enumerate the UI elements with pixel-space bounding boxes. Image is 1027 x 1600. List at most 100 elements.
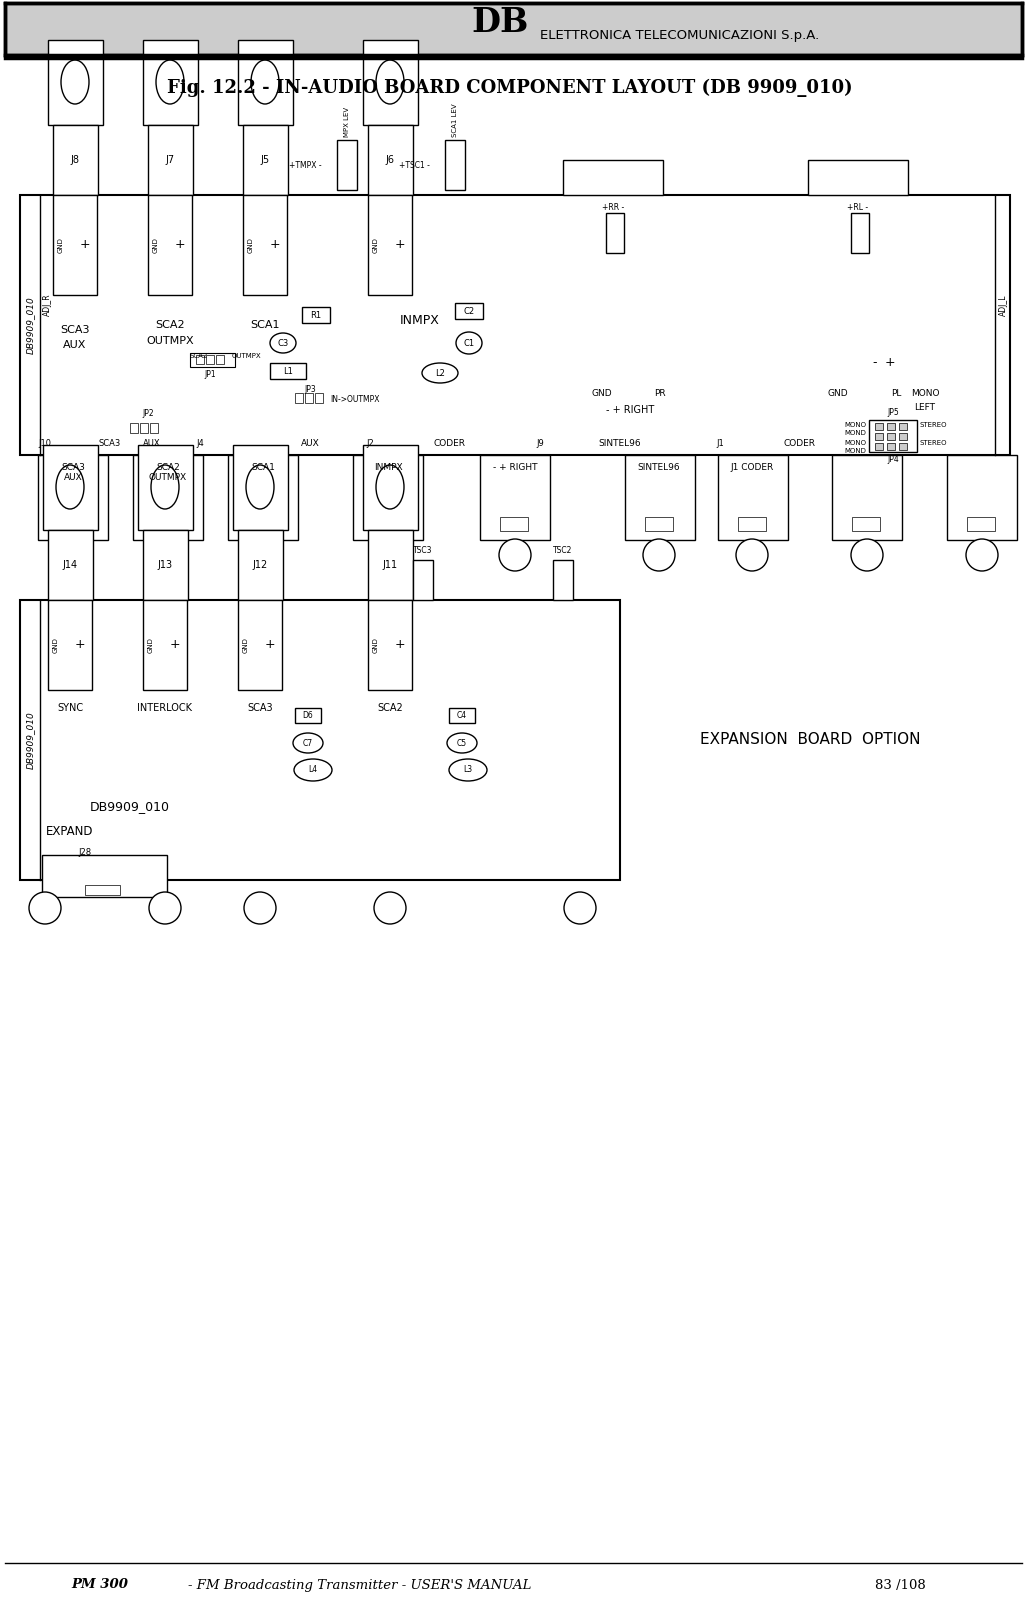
- Bar: [48, 40, 103, 125]
- Ellipse shape: [422, 363, 458, 382]
- Bar: [53, 125, 98, 195]
- Text: AUX: AUX: [64, 341, 86, 350]
- Circle shape: [374, 893, 406, 925]
- Text: SCA1: SCA1: [251, 320, 279, 330]
- Text: +: +: [80, 238, 90, 251]
- Text: +TMPX -: +TMPX -: [290, 160, 322, 170]
- Text: SCA3: SCA3: [61, 325, 89, 334]
- Bar: [233, 445, 288, 530]
- Text: - + RIGHT: - + RIGHT: [606, 405, 654, 414]
- Text: J2: J2: [366, 438, 374, 448]
- Text: DB9909_010: DB9909_010: [90, 800, 170, 813]
- Text: +: +: [884, 357, 896, 370]
- Bar: [238, 530, 283, 600]
- Circle shape: [58, 539, 89, 571]
- Text: +RR -: +RR -: [602, 203, 624, 211]
- Text: GND: GND: [153, 237, 159, 253]
- Bar: [337, 141, 357, 190]
- Ellipse shape: [151, 466, 179, 509]
- Bar: [38, 454, 108, 541]
- Circle shape: [564, 893, 596, 925]
- Text: GND: GND: [248, 237, 254, 253]
- Bar: [368, 530, 413, 600]
- Text: J9: J9: [536, 438, 544, 448]
- Bar: [899, 422, 907, 430]
- Circle shape: [966, 539, 998, 571]
- Text: SCA2: SCA2: [155, 320, 185, 330]
- Text: SCA2: SCA2: [377, 702, 403, 714]
- Ellipse shape: [270, 333, 296, 354]
- Text: +: +: [175, 238, 185, 251]
- Bar: [42, 854, 167, 898]
- Bar: [899, 434, 907, 440]
- Text: GND: GND: [373, 637, 379, 653]
- Text: C4: C4: [457, 710, 467, 720]
- Bar: [143, 40, 198, 125]
- Bar: [302, 307, 330, 323]
- Text: GND: GND: [148, 637, 154, 653]
- Bar: [413, 560, 433, 600]
- Text: DB9909_010: DB9909_010: [26, 296, 35, 354]
- Ellipse shape: [246, 466, 274, 509]
- Text: Fig. 12.2 - IN-AUDIO BOARD COMPONENT LAYOUT (DB 9909_010): Fig. 12.2 - IN-AUDIO BOARD COMPONENT LAY…: [167, 78, 852, 98]
- Bar: [216, 355, 224, 365]
- Circle shape: [851, 539, 883, 571]
- Bar: [228, 454, 298, 541]
- Bar: [967, 517, 995, 531]
- Bar: [887, 422, 895, 430]
- Text: GND: GND: [53, 637, 59, 653]
- Text: J1: J1: [716, 438, 724, 448]
- Text: DB: DB: [471, 5, 529, 38]
- Text: JP2: JP2: [142, 410, 154, 418]
- Bar: [553, 560, 573, 600]
- Text: J1 CODER: J1 CODER: [730, 462, 773, 472]
- Circle shape: [736, 539, 768, 571]
- Bar: [134, 454, 203, 541]
- Bar: [353, 454, 423, 541]
- Bar: [43, 445, 98, 530]
- Bar: [852, 517, 880, 531]
- Text: -: -: [873, 357, 877, 370]
- Text: SYNC: SYNC: [56, 702, 83, 714]
- Bar: [243, 125, 288, 195]
- Text: SINTEL96: SINTEL96: [599, 438, 641, 448]
- Text: PL: PL: [890, 389, 901, 397]
- Bar: [368, 125, 413, 195]
- Text: L3: L3: [463, 765, 472, 774]
- Text: J12: J12: [253, 560, 268, 570]
- Bar: [206, 355, 214, 365]
- Ellipse shape: [456, 333, 482, 354]
- Ellipse shape: [294, 758, 332, 781]
- Text: SCA3: SCA3: [99, 438, 121, 448]
- Circle shape: [643, 539, 675, 571]
- Text: EXPAND: EXPAND: [46, 826, 93, 838]
- Bar: [305, 394, 313, 403]
- Text: PR: PR: [654, 389, 665, 397]
- Bar: [606, 213, 624, 253]
- Text: SCA2: SCA2: [190, 354, 208, 358]
- Text: SCA3: SCA3: [248, 702, 273, 714]
- Text: MONO: MONO: [844, 422, 866, 427]
- Text: +: +: [169, 638, 181, 651]
- Bar: [887, 434, 895, 440]
- Bar: [48, 600, 92, 690]
- Text: ADJ_R: ADJ_R: [42, 294, 51, 317]
- Text: J11: J11: [382, 560, 397, 570]
- Text: OUTMPX: OUTMPX: [232, 354, 262, 358]
- Text: SCA2
OUTMPX: SCA2 OUTMPX: [149, 462, 187, 483]
- Bar: [887, 443, 895, 450]
- Bar: [238, 40, 293, 125]
- Text: 83 /108: 83 /108: [875, 1579, 925, 1592]
- Bar: [480, 454, 550, 541]
- Bar: [738, 517, 766, 531]
- Bar: [363, 40, 418, 125]
- Circle shape: [372, 539, 404, 571]
- Bar: [455, 302, 483, 318]
- Text: JP5: JP5: [887, 408, 899, 418]
- Text: SCA1 LEV: SCA1 LEV: [452, 104, 458, 138]
- Ellipse shape: [293, 733, 324, 754]
- Ellipse shape: [447, 733, 477, 754]
- Bar: [563, 160, 663, 195]
- Bar: [248, 517, 276, 531]
- Bar: [48, 530, 93, 600]
